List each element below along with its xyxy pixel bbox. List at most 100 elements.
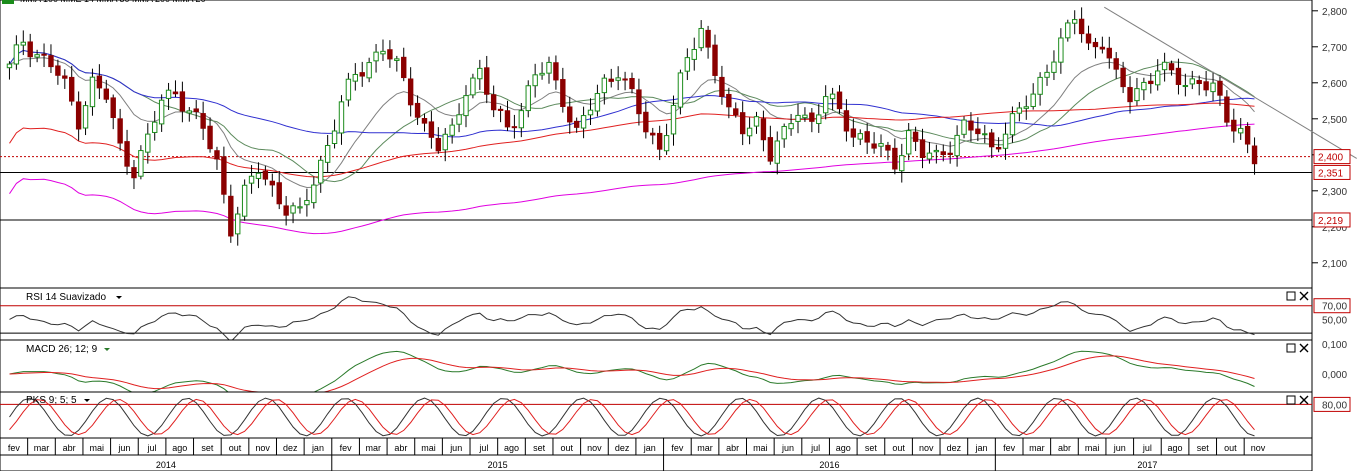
mma50-line bbox=[9, 49, 1255, 138]
month-label: jun bbox=[449, 443, 462, 453]
candle-body bbox=[1251, 145, 1258, 165]
candle-body bbox=[13, 44, 20, 65]
month-label: dez bbox=[947, 443, 962, 453]
candle-body bbox=[975, 128, 981, 135]
candle-body bbox=[1231, 119, 1237, 132]
panel-tick-label: 0,000 bbox=[1322, 370, 1347, 381]
candle-body bbox=[802, 114, 808, 119]
candle-body bbox=[608, 78, 614, 82]
candle-body bbox=[954, 134, 960, 157]
candle-body bbox=[89, 76, 96, 108]
candle-body bbox=[172, 91, 179, 95]
month-label: mar bbox=[34, 443, 50, 453]
rsi-maximize-icon[interactable] bbox=[1286, 291, 1296, 301]
macd-label[interactable]: MACD 26; 12; 9 bbox=[26, 344, 98, 355]
month-label: jun bbox=[1113, 443, 1126, 453]
candle-body bbox=[781, 126, 787, 140]
level-tag-box bbox=[1313, 149, 1351, 165]
month-label: ago bbox=[836, 443, 851, 453]
rsi-label[interactable]: RSI 14 Suavizado bbox=[26, 292, 106, 303]
candle-body bbox=[103, 88, 109, 100]
candle-body bbox=[435, 137, 442, 152]
candle-body bbox=[532, 74, 538, 87]
candle-body bbox=[366, 62, 372, 79]
candle-body bbox=[1203, 81, 1209, 91]
svg-text:MMA 100 MME 14 MMA 50: MMA 100 MME 14 MMA 50 MMA 200 MMA 20 bbox=[20, 0, 206, 4]
candle-body bbox=[34, 54, 40, 58]
pks-panel: PKS 9; 5; 5 bbox=[0, 391, 1313, 439]
candle-body bbox=[248, 175, 255, 184]
month-label: mar bbox=[1029, 443, 1045, 453]
price-tick-label: 2,600 bbox=[1322, 79, 1347, 90]
candle-body bbox=[919, 139, 926, 159]
pks-dropdown-icon[interactable] bbox=[84, 399, 90, 402]
candle-body bbox=[62, 75, 68, 79]
candle-body bbox=[899, 155, 905, 172]
candle-body bbox=[1168, 63, 1175, 71]
candle-body bbox=[484, 67, 490, 95]
pks-maximize-icon[interactable] bbox=[1286, 395, 1296, 405]
candle-body bbox=[207, 125, 213, 150]
candle-body bbox=[359, 72, 365, 77]
candle-body bbox=[995, 147, 1002, 150]
candle-body bbox=[48, 55, 54, 68]
candle-body bbox=[560, 79, 566, 108]
candle-body bbox=[622, 78, 628, 81]
candle-body bbox=[1210, 82, 1216, 93]
month-label: jul bbox=[147, 443, 157, 453]
candle-body bbox=[318, 159, 324, 184]
macd-maximize-icon[interactable] bbox=[1286, 343, 1296, 353]
candle-body bbox=[1058, 37, 1064, 63]
rsi-line bbox=[9, 296, 1255, 343]
price-tick-label: 2,200 bbox=[1322, 223, 1347, 234]
candle-body bbox=[1106, 47, 1112, 59]
candle-body bbox=[331, 130, 338, 144]
candle-body bbox=[117, 118, 123, 144]
candle-body bbox=[449, 124, 455, 136]
pks-d-line bbox=[9, 398, 1255, 436]
candle-body bbox=[490, 94, 497, 111]
candle-body bbox=[850, 128, 857, 138]
candle-body bbox=[1009, 113, 1016, 136]
candle-body bbox=[1161, 61, 1168, 71]
rsi-plot-area bbox=[0, 287, 1313, 341]
panel-tick-label: 50,00 bbox=[1322, 315, 1347, 326]
candle-body bbox=[767, 137, 774, 162]
macd-dropdown-icon[interactable] bbox=[104, 348, 110, 351]
price-tick-label: 2,700 bbox=[1322, 43, 1347, 54]
macd-plot-area bbox=[0, 339, 1313, 393]
macd-close-icon[interactable] bbox=[1299, 343, 1309, 353]
candle-body bbox=[546, 61, 552, 74]
mma20-line bbox=[9, 49, 1255, 183]
candle-body bbox=[394, 58, 400, 61]
month-label: abr bbox=[394, 443, 407, 453]
candle-body bbox=[539, 72, 545, 76]
candle-body bbox=[650, 132, 656, 136]
candle-body bbox=[933, 149, 940, 153]
price-panel: 2,800 2,700 2,600 2,500 2,400 2,300 2,200 2,100… bbox=[0, 0, 1357, 289]
candle-body bbox=[878, 143, 884, 147]
symbol-badge-icon[interactable] bbox=[2, 0, 14, 4]
month-label: dez bbox=[283, 443, 298, 453]
candle-body bbox=[788, 123, 794, 130]
macd-line bbox=[9, 350, 1255, 398]
candle-body bbox=[75, 101, 82, 130]
pks-label[interactable]: PKS 9; 5; 5 bbox=[26, 395, 77, 406]
candle-body bbox=[684, 57, 691, 72]
candle-body bbox=[414, 102, 421, 118]
rsi-close-icon[interactable] bbox=[1299, 291, 1309, 301]
candle-body bbox=[1224, 96, 1230, 123]
candle-body bbox=[663, 135, 670, 152]
candle-body bbox=[816, 114, 822, 124]
pks-close-icon[interactable] bbox=[1299, 395, 1309, 405]
candle-body bbox=[905, 130, 912, 155]
rsi-dropdown-icon[interactable] bbox=[116, 296, 122, 299]
candle-body bbox=[982, 133, 988, 136]
candle-body bbox=[283, 205, 289, 216]
candle-body bbox=[138, 150, 144, 177]
candle-body bbox=[968, 120, 974, 131]
month-label: mai bbox=[421, 443, 436, 453]
price-tick-label: 2,100 bbox=[1322, 259, 1347, 270]
candle-body bbox=[20, 41, 26, 46]
